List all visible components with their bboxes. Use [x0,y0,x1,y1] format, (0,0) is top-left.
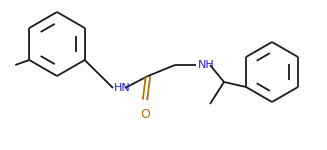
Text: NH: NH [198,60,215,70]
Text: O: O [140,108,150,121]
Text: HN: HN [114,83,131,93]
